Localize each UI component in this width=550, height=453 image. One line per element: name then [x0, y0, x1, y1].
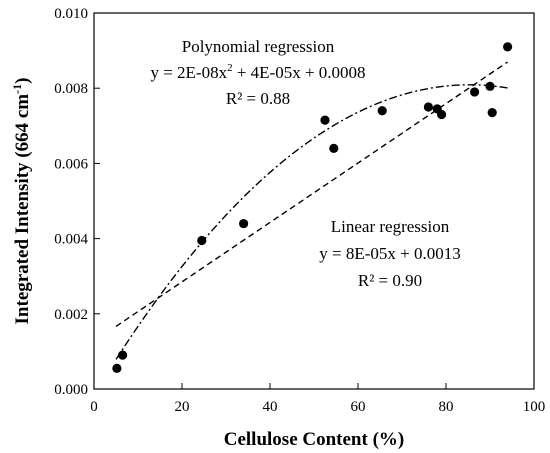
linear-annotation-equation: y = 8E-05x + 0.0013 — [319, 244, 460, 263]
y-tick-label: 0.002 — [54, 307, 88, 323]
data-point — [197, 235, 207, 246]
x-axis-title: Cellulose Content (%) — [224, 429, 404, 450]
data-point — [437, 109, 447, 120]
x-tick-label: 100 — [523, 399, 546, 415]
y-axis-title-main: Integrated Intensity (664 cm — [12, 94, 33, 325]
data-point — [112, 363, 122, 373]
poly-annotation-r2: R² = 0.88 — [226, 89, 290, 108]
poly-annotation-title: Polynomial regression — [182, 37, 335, 56]
x-tick-label: 40 — [263, 399, 278, 415]
x-axis: 0 20 40 60 80 100 — [90, 383, 545, 415]
y-tick-label: 0.006 — [54, 156, 88, 172]
y-tick-label: 0.008 — [54, 81, 88, 97]
data-points — [112, 42, 513, 373]
linear-fit-line — [115, 61, 508, 327]
data-point — [320, 115, 330, 125]
regression-lines — [115, 61, 508, 360]
x-tick-label: 0 — [90, 399, 98, 415]
data-point — [118, 350, 128, 360]
y-axis: 0.000 0.002 0.004 0.006 0.008 0.010 — [54, 6, 100, 398]
x-tick-label: 20 — [175, 399, 190, 415]
data-point — [503, 42, 513, 52]
data-point — [423, 102, 433, 112]
y-axis-title-sup: -1 — [10, 84, 24, 94]
linear-annotation-title: Linear regression — [331, 217, 450, 236]
y-tick-label: 0.000 — [54, 382, 88, 398]
data-point — [487, 108, 497, 118]
plot-area — [93, 12, 535, 390]
data-point — [377, 106, 387, 116]
data-point — [329, 143, 339, 153]
poly-annotation-equation: y = 2E-08x2 + 4E-05x + 0.0008 — [150, 62, 365, 82]
y-axis-title-close: ) — [12, 78, 33, 84]
y-tick-label: 0.010 — [54, 6, 88, 22]
poly-eq-pre: y = 2E-08x — [150, 63, 227, 82]
data-point — [239, 218, 249, 229]
y-tick-label: 0.004 — [54, 232, 88, 248]
linear-annotation-r2: R² = 0.90 — [358, 271, 422, 290]
poly-eq-post: + 4E-05x + 0.0008 — [233, 63, 366, 82]
y-axis-title: Integrated Intensity (664 cm-1) — [10, 78, 33, 325]
x-tick-label: 60 — [351, 399, 366, 415]
data-point — [485, 81, 495, 91]
polynomial-fit-line — [115, 84, 508, 360]
poly-eq-sup: 2 — [227, 62, 233, 74]
data-point — [470, 87, 480, 97]
x-tick-label: 80 — [439, 399, 454, 415]
